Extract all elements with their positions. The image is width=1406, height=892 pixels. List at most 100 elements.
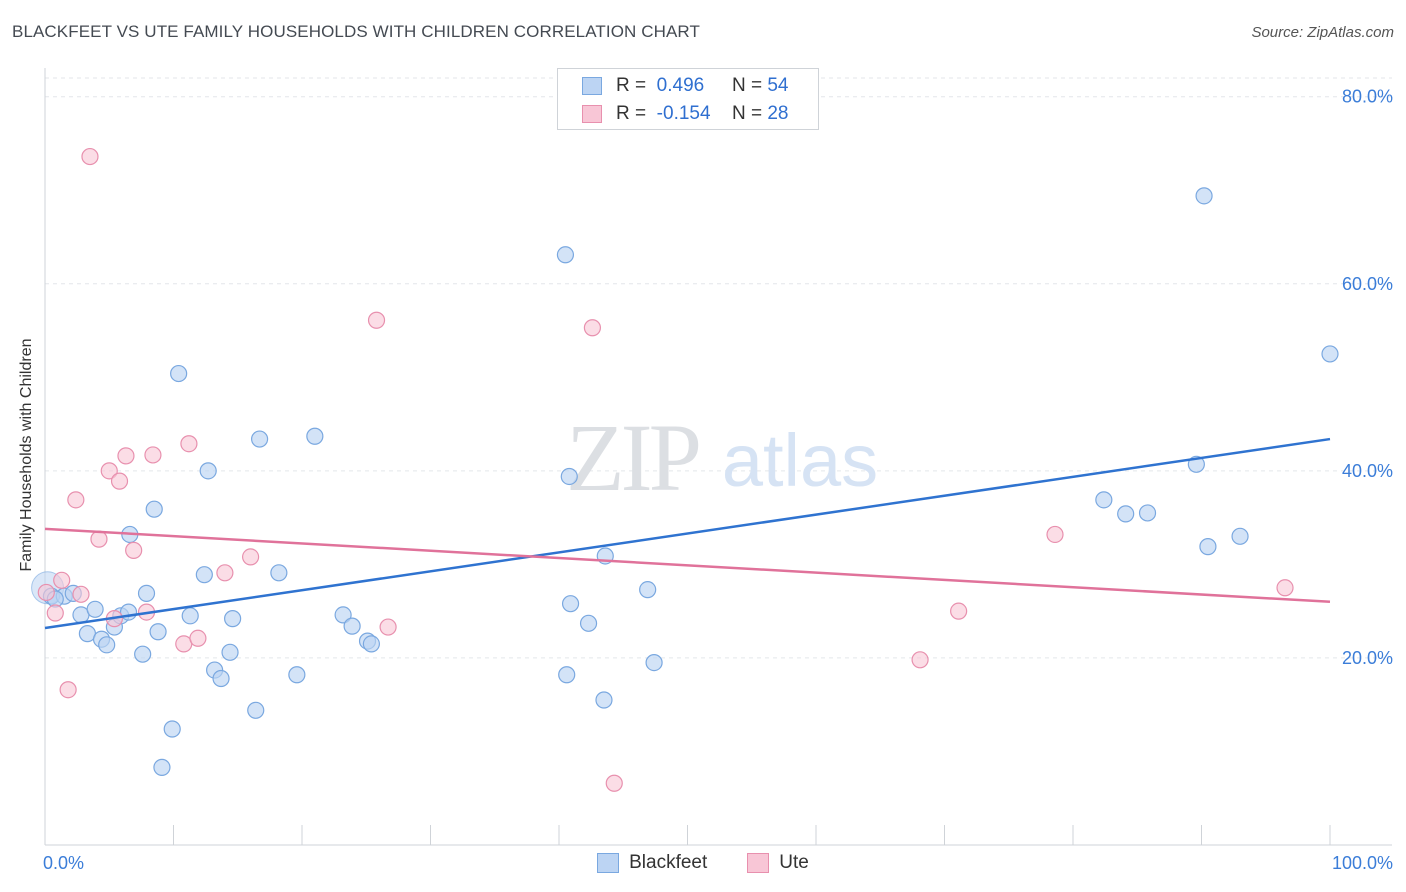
blackfeet-point [86,600,104,618]
ute-point [81,147,99,166]
ute-point [110,472,129,490]
blackfeet-point [334,606,352,624]
blackfeet-point [1321,345,1339,363]
ute-point [72,585,90,603]
blackfeet-point [247,701,265,719]
blackfeet-point [149,623,167,641]
ute-point [1276,579,1294,597]
blackfeet-point [558,666,576,684]
ute-point [950,602,968,620]
legend-row-blackfeet: R = 0.496 N = 54 [582,73,788,99]
blackfeet-point [195,566,213,584]
blackfeet-point [639,581,657,599]
blackfeet-swatch [582,77,602,95]
ute-point [37,583,55,602]
watermark-zip: ZIP [566,404,699,511]
blackfeet-point [1195,187,1213,205]
source-label: Source: ZipAtlas.com [1251,24,1394,41]
blackfeet-point [98,636,116,654]
blackfeet-point [145,500,163,518]
x-tick-label-min: 0.0% [43,853,84,873]
blackfeet-point [1199,538,1217,556]
ute-point [67,491,85,509]
blackfeet-point [288,666,306,684]
blackfeet-point [199,462,217,480]
ute-point [911,651,929,669]
ute-point [125,541,143,559]
blackfeet-trend-line [44,437,1331,630]
y-tick-label: 40.0% [1342,461,1393,481]
ute-point [180,435,198,453]
ute-point [90,530,108,548]
blackfeet-point [212,669,230,688]
chart-title: BLACKFEET VS UTE FAMILY HOUSEHOLDS WITH … [12,22,700,41]
legend-item-blackfeet[interactable]: Blackfeet [597,852,707,874]
blackfeet-point [1095,491,1113,509]
trend-lines [44,437,1331,630]
n-value: 54 [767,75,789,96]
blackfeet-point [270,564,288,582]
blackfeet-point [561,595,580,613]
ute-point [53,571,71,589]
blackfeet-point [181,607,199,625]
legend-label: Blackfeet [629,852,708,873]
ute-point [242,548,260,566]
blackfeet-point [306,427,324,445]
ute-point [46,604,64,622]
ute-point [605,774,623,792]
r-label: R = [616,103,647,124]
blackfeet-point [153,758,171,776]
blackfeet-point [1138,504,1157,522]
legend-item-ute[interactable]: Ute [747,852,809,874]
ute-point [117,447,135,465]
n-label: N = [731,103,763,124]
blackfeet-point [645,654,663,672]
watermark: ZIP atlas [566,404,878,511]
stats-legend: R = 0.496 N = 54 R = -0.154 N = 28 [557,68,819,130]
legend-label: Ute [779,852,809,873]
ute-point [379,618,397,636]
blackfeet-point [134,645,152,663]
tick-labels: 20.0% 40.0% 60.0% 80.0% 0.0% 100.0% [43,87,1393,873]
blackfeet-point [362,635,380,653]
blackfeet-point [556,246,575,264]
blackfeet-point [221,643,239,661]
ute-point [100,462,118,480]
blackfeet-point [1117,505,1135,523]
blackfeet-point [224,610,242,628]
r-value: -0.154 [656,103,711,124]
ute-point [1046,525,1064,544]
blackfeet-point [1231,527,1249,545]
blackfeet-point [579,614,598,632]
ute-point [583,319,602,337]
n-label: N = [731,75,763,96]
axes [44,68,1392,846]
x-tick-label-max: 100.0% [1332,853,1393,873]
n-value: 28 [767,103,789,124]
blackfeet-point [137,584,156,602]
gridlines [45,77,1392,659]
y-tick-label: 60.0% [1342,274,1393,294]
ute-trend-line [44,527,1331,604]
ute-swatch [747,853,770,873]
watermark-atlas: atlas [722,419,878,502]
blackfeet-point [170,364,188,383]
blackfeet-swatch [597,853,620,873]
ute-point [59,681,77,699]
r-value: 0.496 [656,75,705,96]
y-tick-label: 20.0% [1342,648,1393,668]
blackfeet-point [163,720,181,738]
y-tick-label: 80.0% [1342,87,1393,107]
r-label: R = [616,75,647,96]
ute-swatch [582,105,602,123]
ute-point [367,311,386,329]
blackfeet-point [560,467,578,486]
blackfeet-point [343,617,361,635]
ute-point [144,446,162,464]
blackfeet-point [595,691,613,709]
ute-point [189,629,207,647]
ute-point [216,564,234,582]
legend-row-ute: R = -0.154 N = 28 [582,101,788,127]
series-legend: Blackfeet Ute [0,852,1406,874]
